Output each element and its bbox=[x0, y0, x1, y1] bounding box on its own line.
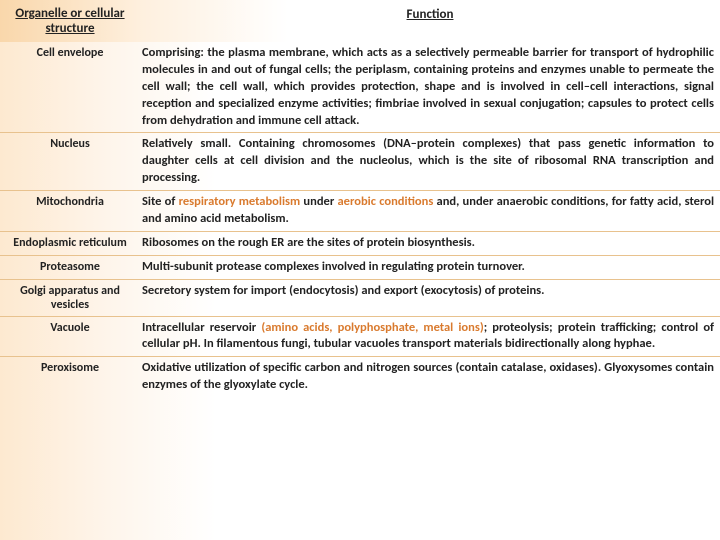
table-row: Endoplasmic reticulum Ribosomes on the r… bbox=[0, 232, 720, 256]
table-row: Peroxisome Oxidative utilization of spec… bbox=[0, 357, 720, 397]
function-cell: Oxidative utilization of specific carbon… bbox=[140, 357, 720, 397]
text-segment: Intracellular reservoir bbox=[142, 320, 261, 335]
organelle-cell: Cell envelope bbox=[0, 42, 140, 132]
organelle-cell: Proteasome bbox=[0, 256, 140, 279]
highlight-text: (amino acids, polyphosphate, metal ions) bbox=[261, 320, 483, 335]
text-segment: Site of bbox=[142, 194, 179, 209]
table-row: Golgi apparatus and vesicles Secretory s… bbox=[0, 280, 720, 317]
highlight-text: respiratory metabolism bbox=[179, 194, 301, 209]
organelle-table: Organelle or cellular structure Function… bbox=[0, 0, 720, 540]
table-row: Mitochondria Site of respiratory metabol… bbox=[0, 191, 720, 232]
function-cell: Relatively small. Containing chromosomes… bbox=[140, 133, 720, 190]
header-function: Function bbox=[140, 0, 720, 42]
function-cell: Site of respiratory metabolism under aer… bbox=[140, 191, 720, 231]
function-cell: Comprising: the plasma membrane, which a… bbox=[140, 42, 720, 132]
function-cell: Secretory system for import (endocytosis… bbox=[140, 280, 720, 316]
organelle-cell: Mitochondria bbox=[0, 191, 140, 231]
table-row: Cell envelope Comprising: the plasma mem… bbox=[0, 42, 720, 133]
organelle-cell: Endoplasmic reticulum bbox=[0, 232, 140, 255]
table-row: Nucleus Relatively small. Containing chr… bbox=[0, 133, 720, 191]
function-cell: Intracellular reservoir (amino acids, po… bbox=[140, 317, 720, 357]
function-cell: Ribosomes on the rough ER are the sites … bbox=[140, 232, 720, 255]
table-row: Proteasome Multi-subunit protease comple… bbox=[0, 256, 720, 280]
table-header-row: Organelle or cellular structure Function bbox=[0, 0, 720, 42]
organelle-cell: Peroxisome bbox=[0, 357, 140, 397]
organelle-cell: Nucleus bbox=[0, 133, 140, 190]
organelle-cell: Vacuole bbox=[0, 317, 140, 357]
table-row: Vacuole Intracellular reservoir (amino a… bbox=[0, 317, 720, 358]
function-cell: Multi-subunit protease complexes involve… bbox=[140, 256, 720, 279]
header-organelle: Organelle or cellular structure bbox=[0, 0, 140, 42]
text-segment: under bbox=[300, 194, 337, 209]
organelle-cell: Golgi apparatus and vesicles bbox=[0, 280, 140, 316]
highlight-text: aerobic conditions bbox=[338, 194, 434, 209]
